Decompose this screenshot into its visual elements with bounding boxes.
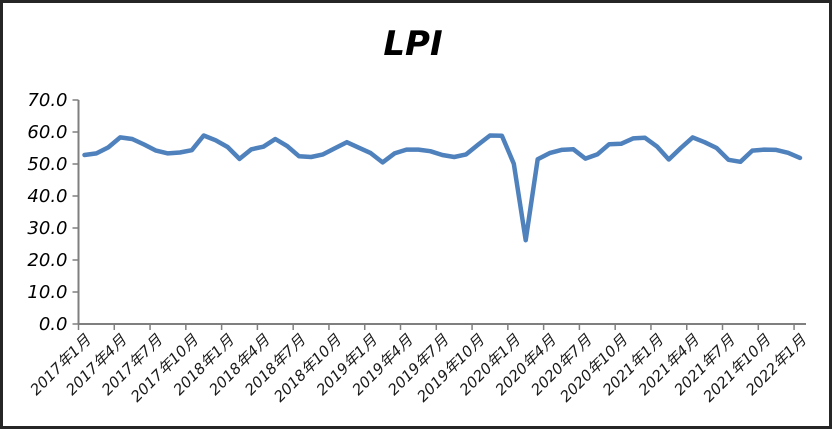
axes <box>77 100 806 325</box>
y-axis-label: 70.0 <box>27 90 67 111</box>
y-axis-label: 30.0 <box>27 218 67 239</box>
y-axis-label: 60.0 <box>27 122 67 143</box>
y-axis-label: 0.0 <box>39 314 68 335</box>
y-axis-label: 20.0 <box>27 250 67 271</box>
y-axis-label: 40.0 <box>27 186 67 207</box>
lpi-series-line <box>82 133 803 243</box>
y-axis-label: 50.0 <box>27 154 67 175</box>
y-axis-label: 10.0 <box>27 282 67 303</box>
x-axis: 2017年1月2017年4月2017年7月2017年10月2018年1月2018… <box>27 324 811 406</box>
chart-title: LPI <box>383 24 442 64</box>
y-axis: 0.0 10.0 20.0 30.0 40.0 50.0 60.0 70.0 <box>27 90 79 335</box>
